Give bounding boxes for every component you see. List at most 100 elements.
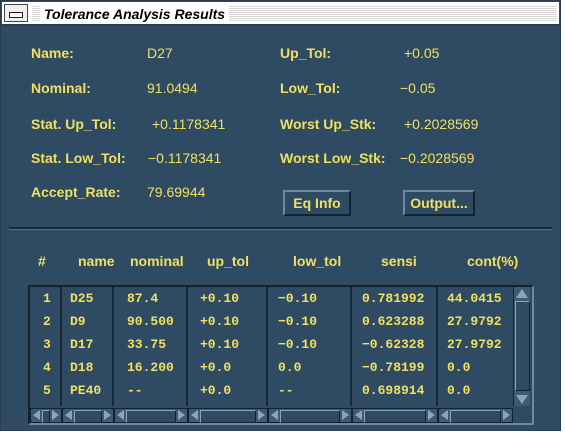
cell-index[interactable]: 2 <box>43 314 51 329</box>
eq-info-button[interactable]: Eq Info <box>283 190 351 216</box>
arrow-right-icon[interactable] <box>104 410 111 420</box>
cell-name[interactable]: D18 <box>70 360 94 375</box>
arrow-right-icon[interactable] <box>428 410 435 420</box>
cell-sensi[interactable]: −0.62328 <box>362 337 425 352</box>
column-up-tol[interactable] <box>188 287 268 406</box>
vertical-scroll-thumb[interactable] <box>515 301 530 391</box>
cell-nominal[interactable]: -- <box>127 383 143 398</box>
cell-name[interactable]: PE40 <box>70 383 102 398</box>
cell-index[interactable]: 3 <box>43 337 51 352</box>
arrow-right-icon[interactable] <box>178 410 185 420</box>
cell-low-tol[interactable]: −0.10 <box>278 337 318 352</box>
stat-low-tol-label: Stat. Low_Tol: <box>31 150 126 166</box>
cell-contribution[interactable]: 27.9792 <box>447 337 502 352</box>
header-name: name <box>78 253 115 269</box>
horizontal-scroll-thumb[interactable] <box>42 410 50 423</box>
stat-up-tol-value: +0.1178341 <box>152 116 226 132</box>
arrow-right-icon[interactable] <box>503 410 510 420</box>
worst-up-stk-label: Worst Up_Stk: <box>280 116 377 132</box>
horizontal-scrollbar-low-tol[interactable] <box>268 408 352 423</box>
cell-up-tol[interactable]: +0.10 <box>200 291 240 306</box>
window-menu-icon[interactable] <box>4 4 28 22</box>
horizontal-scrollbar-contribution[interactable] <box>438 408 513 423</box>
title-bar[interactable]: Tolerance Analysis Results <box>2 2 559 26</box>
worst-low-stk-value: −0.2028569 <box>400 150 475 166</box>
arrow-left-icon[interactable] <box>271 410 278 420</box>
cell-index[interactable]: 5 <box>43 383 51 398</box>
cell-up-tol[interactable]: +0.0 <box>200 360 232 375</box>
arrow-right-icon[interactable] <box>52 410 59 420</box>
horizontal-scrollbar-sensi[interactable] <box>352 408 438 423</box>
cell-sensi[interactable]: 0.623288 <box>362 314 425 329</box>
cell-low-tol[interactable]: −0.10 <box>278 314 318 329</box>
name-value: D27 <box>147 45 173 61</box>
column-name[interactable] <box>62 287 114 406</box>
header-low-tol: low_tol <box>293 253 342 269</box>
arrow-left-icon[interactable] <box>33 410 40 420</box>
arrow-left-icon[interactable] <box>355 410 362 420</box>
horizontal-scrollbar-up-tol[interactable] <box>188 408 268 423</box>
arrow-left-icon[interactable] <box>65 410 72 420</box>
arrow-left-icon[interactable] <box>441 410 448 420</box>
arrow-down-icon[interactable] <box>516 395 528 404</box>
arrow-right-icon[interactable] <box>342 410 349 420</box>
horizontal-scroll-thumb[interactable] <box>450 410 501 423</box>
header-contribution: cont(%) <box>467 253 519 269</box>
horizontal-scroll-thumb[interactable] <box>74 410 102 423</box>
header-index: # <box>38 253 46 269</box>
cell-contribution[interactable]: 0.0 <box>447 383 471 398</box>
worst-up-stk-value: +0.2028569 <box>404 116 479 132</box>
arrow-left-icon[interactable] <box>191 410 198 420</box>
stat-low-tol-value: −0.1178341 <box>148 150 222 166</box>
accept-rate-label: Accept_Rate: <box>31 184 121 200</box>
name-label: Name: <box>31 45 74 61</box>
cell-low-tol[interactable]: −0.10 <box>278 291 318 306</box>
column-nominal[interactable] <box>114 287 188 406</box>
cell-name[interactable]: D17 <box>70 337 94 352</box>
column-sensi[interactable] <box>352 287 438 406</box>
results-table[interactable]: 1 D25 87.4 +0.10 −0.10 0.781992 44.0415 2 D9 90.5… <box>28 285 534 425</box>
cell-index[interactable]: 1 <box>43 291 51 306</box>
horizontal-scrollbar-nominal[interactable] <box>114 408 188 423</box>
up-tol-label: Up_Tol: <box>280 45 332 61</box>
arrow-left-icon[interactable] <box>117 410 124 420</box>
column-low-tol[interactable] <box>268 287 352 406</box>
cell-up-tol[interactable]: +0.0 <box>200 383 232 398</box>
nominal-label: Nominal: <box>31 80 91 96</box>
cell-up-tol[interactable]: +0.10 <box>200 314 240 329</box>
cell-sensi[interactable]: 0.781992 <box>362 291 425 306</box>
horizontal-scroll-thumb[interactable] <box>280 410 340 423</box>
cell-sensi[interactable]: 0.698914 <box>362 383 425 398</box>
cell-nominal[interactable]: 90.500 <box>127 314 174 329</box>
cell-nominal[interactable]: 33.75 <box>127 337 167 352</box>
cell-low-tol[interactable]: -- <box>278 383 294 398</box>
output-button[interactable]: Output... <box>403 190 475 216</box>
horizontal-scroll-thumb[interactable] <box>364 410 426 423</box>
cell-contribution[interactable]: 44.0415 <box>447 291 502 306</box>
arrow-up-icon[interactable] <box>516 289 528 298</box>
cell-name[interactable]: D25 <box>70 291 94 306</box>
cell-sensi[interactable]: −0.78199 <box>362 360 425 375</box>
column-index[interactable] <box>30 287 62 406</box>
table-vertical-scrollbar[interactable] <box>513 287 530 406</box>
cell-name[interactable]: D9 <box>70 314 86 329</box>
horizontal-scroll-thumb[interactable] <box>126 410 176 423</box>
cell-contribution[interactable]: 27.9792 <box>447 314 502 329</box>
cell-index[interactable]: 4 <box>43 360 51 375</box>
worst-low-stk-label: Worst Low_Stk: <box>280 150 386 166</box>
horizontal-scrollbar-name[interactable] <box>62 408 114 423</box>
cell-nominal[interactable]: 87.4 <box>127 291 159 306</box>
cell-up-tol[interactable]: +0.10 <box>200 337 240 352</box>
up-tol-value: +0.05 <box>404 45 440 61</box>
cell-nominal[interactable]: 16.200 <box>127 360 174 375</box>
horizontal-scrollbar-index[interactable] <box>30 408 62 423</box>
accept-rate-value: 79.69944 <box>147 184 206 200</box>
header-up-tol: up_tol <box>207 253 249 269</box>
section-divider <box>9 227 552 230</box>
arrow-right-icon[interactable] <box>258 410 265 420</box>
cell-contribution[interactable]: 0.0 <box>447 360 471 375</box>
horizontal-scroll-thumb[interactable] <box>200 410 256 423</box>
cell-low-tol[interactable]: 0.0 <box>278 360 302 375</box>
low-tol-value: −0.05 <box>400 80 436 96</box>
